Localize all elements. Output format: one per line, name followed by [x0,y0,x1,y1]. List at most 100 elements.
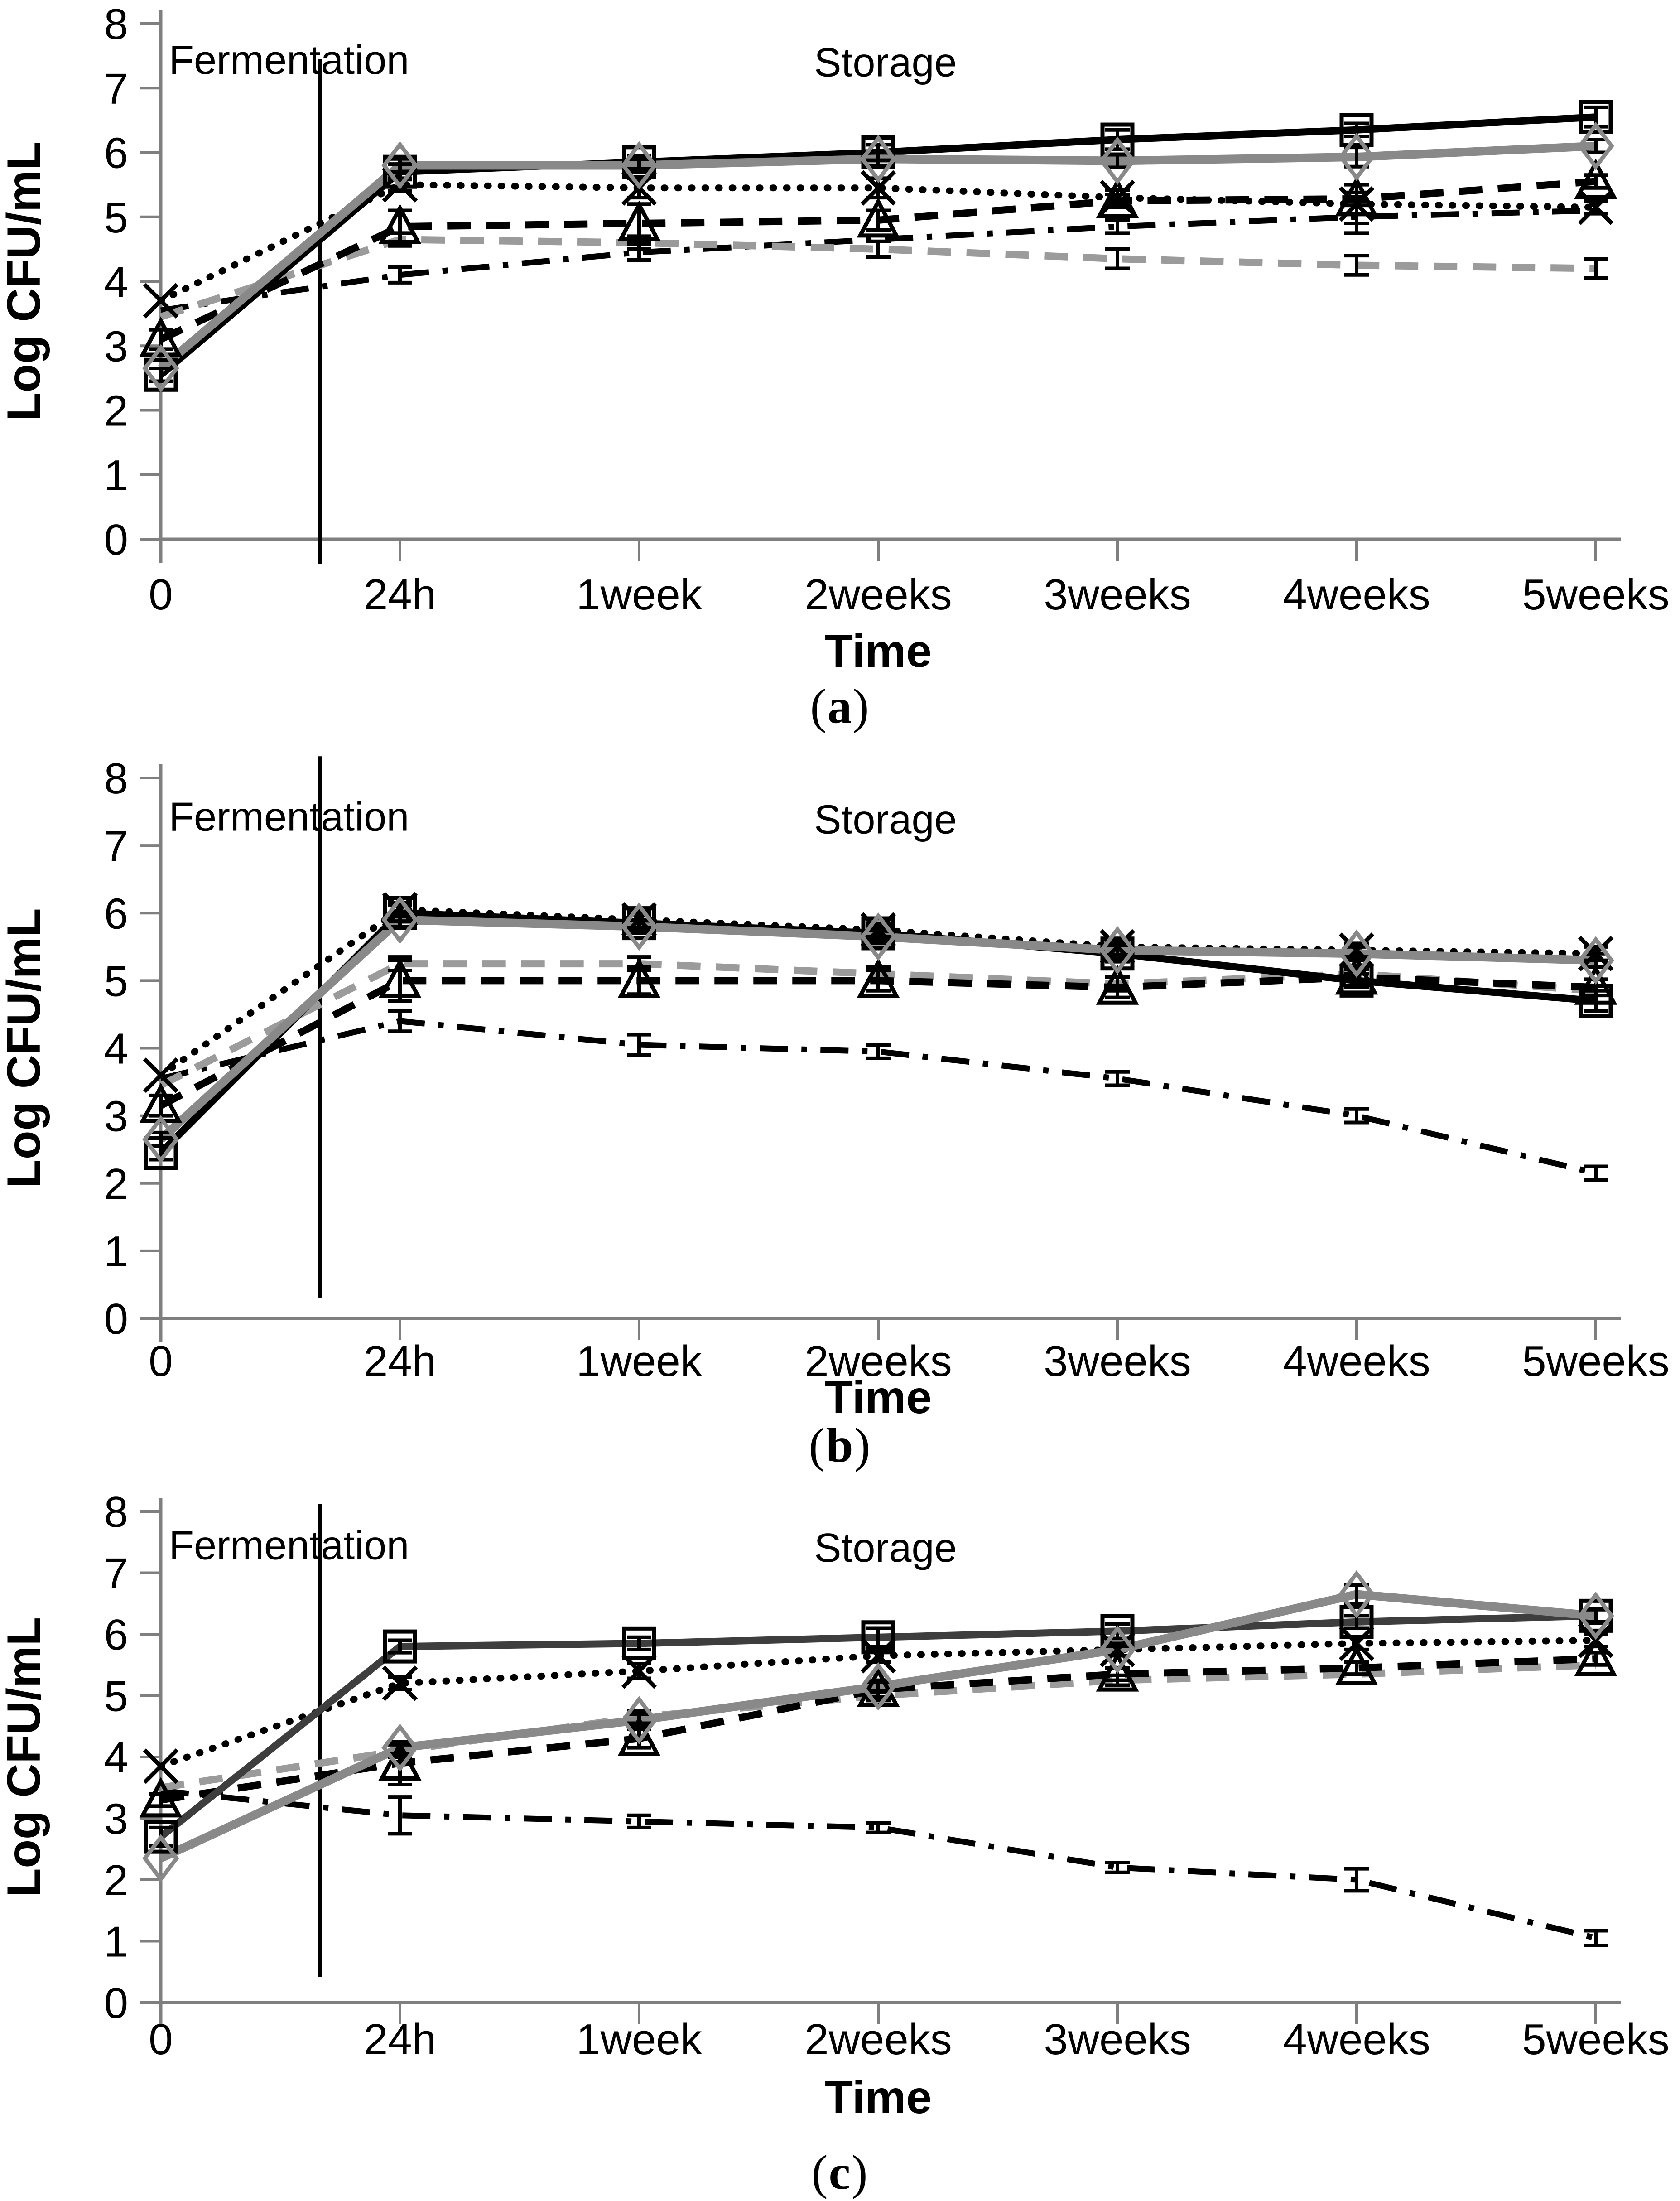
diamond-marker-icon [381,1723,419,1772]
x-tick-label: 2weeks [804,570,952,619]
y-tick-label: 2 [104,1856,128,1905]
x-marker-icon [1338,1626,1375,1661]
x-tick-label: 1week [576,1337,703,1385]
triangle-marker-icon [139,1777,183,1818]
y-tick-label: 1 [104,1227,128,1276]
triangle-marker-icon [378,1740,422,1781]
x-marker-icon [382,1665,418,1701]
diamond-marker-icon [1099,926,1136,975]
y-tick-label: 4 [104,258,128,306]
series-error-bars-dash-dot-black [388,1795,1608,1947]
y-tick-label: 3 [104,1795,128,1844]
caption-letter-b: b [826,1419,854,1472]
diamond-marker-icon [1577,1591,1614,1640]
x-axis-title: Time [825,2071,932,2123]
triangle-marker-icon [1335,1645,1378,1686]
series-line-dash-dot-black [160,1788,1597,1941]
square-marker-icon [1339,963,1374,998]
triangle-marker-icon [1574,158,1617,199]
square-marker-icon [1339,1605,1374,1639]
diamond-marker-icon [1577,936,1614,985]
diamond-marker-icon [1099,1625,1136,1674]
diamond-marker-icon [1338,133,1375,181]
chart-b: 0 1 2 3 4 5 6 7 8 0 24h 1week 2weeks 3weeks 4weeks 5wee… [0,754,1670,1423]
y-tick-label: 1 [104,1918,128,1966]
y-tick-label: 8 [104,1488,128,1536]
triangle-marker-icon [378,957,422,998]
square-marker-icon [622,1626,656,1660]
storage-label: Storage [814,1525,957,1571]
series-line-solid-gray-open-diamond [158,915,1596,1143]
y-tick-label: 6 [104,1611,128,1659]
panel-caption-c: (c) [0,2145,1680,2201]
y-tick-label: 3 [104,322,128,371]
caption-open-paren: ( [809,1419,826,1472]
y-tick-label: 4 [104,1025,128,1073]
fermentation-label: Fermentation [169,794,409,840]
x-axis-title: Time [825,1371,932,1423]
caption-close-paren: ) [851,2146,869,2200]
series-error-bars-solid-gray-open-diamond [388,138,1608,174]
y-axis-title: Log CFU/mL [0,908,50,1188]
y-tick-label: 3 [104,1092,128,1141]
x-axis-title: Time [825,625,932,677]
x-tick-label: 3weeks [1044,2015,1191,2064]
square-marker-icon [1579,984,1613,1018]
series-markers-solid-gray-open-diamond-diamond-icon [142,121,1614,393]
diamond-marker-icon [142,344,179,393]
diamond-marker-icon [142,1834,179,1883]
y-tick-label: 8 [104,754,128,803]
triangle-marker-icon [378,203,422,244]
square-marker-icon [383,1629,417,1664]
y-tick-label: 7 [104,822,128,870]
storage-label: Storage [814,797,957,842]
diamond-marker-icon [1099,136,1136,185]
diamond-marker-icon [860,1662,897,1711]
panel-caption-b: (b) [0,1418,1680,1474]
y-tick-label: 7 [104,64,128,113]
diamond-marker-icon [1577,121,1614,170]
caption-letter-c: c [828,2146,852,2200]
panel-b: 0 1 2 3 4 5 6 7 8 0 24h 1week 2weeks 3weeks 4weeks 5wee… [0,733,1680,1472]
caption-close-paren: ) [852,680,870,734]
diamond-marker-icon [142,1115,179,1164]
x-tick-label: 1week [576,570,703,619]
panel-c: 0 1 2 3 4 5 6 7 8 0 24h 1week 2weeks 3weeks 4weeks 5wee… [0,1465,1680,2201]
y-axis-title: Log CFU/mL [0,141,50,421]
x-tick-label: 24h [364,2015,436,2064]
x-tick-label: 1week [576,2015,703,2064]
y-tick-label: 4 [104,1733,128,1782]
triangle-marker-icon [857,957,900,998]
triangle-marker-icon [617,200,661,241]
x-tick-label: 4weeks [1283,570,1430,619]
diamond-marker-icon [621,141,658,190]
y-tick-label: 0 [104,1979,128,2027]
series-markers-solid-gray-open-diamond-diamond-icon [142,895,1614,1164]
x-marker-icon [1578,189,1614,225]
fermentation-label: Fermentation [169,1523,409,1569]
x-marker-icon [860,170,896,206]
fermentation-label: Fermentation [169,38,409,83]
y-tick-label: 7 [104,1549,128,1598]
square-marker-icon [144,1820,178,1854]
x-tick-label: 3weeks [1044,1337,1191,1385]
y-tick-label: 8 [104,0,128,48]
x-tick-label: 0 [149,2015,173,2064]
x-marker-icon [143,1748,179,1784]
x-tick-label: 5weeks [1522,1337,1670,1385]
x-tick-label: 0 [149,570,173,619]
y-tick-label: 5 [104,193,128,242]
y-tick-label: 6 [104,889,128,938]
x-marker-icon [143,1057,179,1093]
x-tick-label: 4weeks [1283,1337,1430,1385]
triangle-marker-icon [1096,1651,1139,1692]
diamond-marker-icon [621,1696,658,1745]
diamond-marker-icon [860,135,897,183]
diamond-marker-icon [381,141,419,190]
diamond-marker-icon [1338,929,1375,978]
x-tick-label: 2weeks [804,1337,952,1385]
y-axis-title: Log CFU/mL [0,1617,50,1897]
y-tick-label: 2 [104,387,128,435]
caption-close-paren: ) [854,1419,871,1472]
